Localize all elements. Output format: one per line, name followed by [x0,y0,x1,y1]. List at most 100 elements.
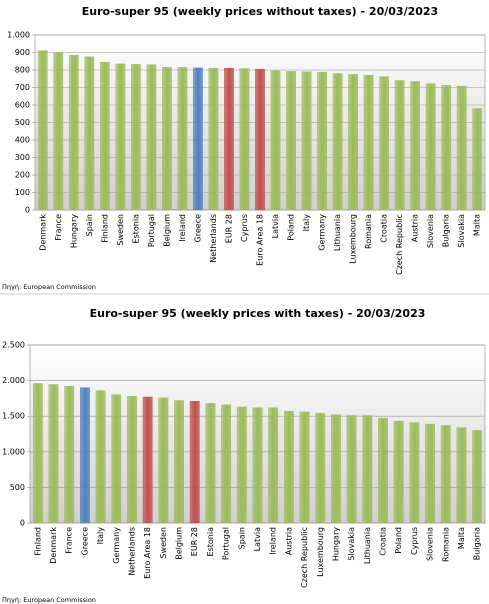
x-tick-label: Croatia [380,214,389,243]
x-tick-label: Denmark [38,214,47,251]
y-tick-label: 2.000 [2,376,25,385]
bar [299,411,310,524]
x-tick-label: Slovenia [426,214,435,248]
bar [84,56,95,211]
bar [236,406,247,524]
bar [146,64,157,211]
x-tick-label: Ireland [269,527,278,555]
x-tick-label: Germany [318,214,327,251]
x-tick-label: Portugal [222,527,231,560]
source-note: Πηγή: European Commission [2,596,96,604]
bar [142,396,153,524]
x-tick-label: France [65,527,74,554]
y-tick-label: 0 [25,206,30,215]
bar [68,54,79,211]
x-tick-label: Cyprus [240,214,249,242]
y-tick-label: 1.000 [7,31,30,40]
y-tick-label: 900 [15,48,30,57]
x-tick-label: Malta [457,527,466,549]
bar [394,80,405,211]
x-tick-label: Greece [80,527,89,556]
bar [379,76,389,211]
x-tick-label: Finland [100,214,109,243]
x-tick-label: Croatia [379,527,388,556]
bar [472,108,483,211]
x-tick-label: Finland [33,527,42,556]
x-tick-label: Latvia [271,214,280,238]
y-tick-label: 400 [15,136,30,145]
bar [174,400,184,524]
y-tick-label: 2.500 [2,341,25,350]
bar [409,422,420,524]
bar [189,401,200,524]
bar [64,386,75,524]
bar [378,418,388,524]
x-tick-label: Ireland [178,214,187,242]
bar [95,390,106,524]
x-tick-label: Hungary [69,214,78,248]
bar [221,404,232,524]
y-tick-label: 800 [15,66,30,75]
x-tick-label: Austria [284,527,293,555]
x-tick-label: Sweden [159,527,168,559]
chart-title: Euro-super 95 (weekly prices without tax… [82,5,438,18]
bar [301,71,312,211]
bar [32,383,43,524]
bar [99,61,110,211]
x-tick-label: Euro Area 18 [256,214,265,266]
x-tick-label: Netherlands [127,527,136,576]
x-tick-label: Slovenia [426,527,435,561]
y-tick-label: 300 [15,153,30,162]
x-tick-label: Austria [411,214,420,242]
bar [115,63,126,211]
bar [127,396,137,524]
bar [425,83,436,211]
x-tick-label: Italy [302,214,311,232]
x-tick-label: Hungary [331,527,340,561]
x-tick-label: Poland [394,527,403,554]
y-tick-label: 500 [15,118,30,127]
bar [48,384,59,524]
x-tick-label: Euro Area 18 [143,527,152,579]
y-tick-label: 1.000 [2,447,25,456]
x-tick-label: Sweden [116,214,125,246]
bar [363,75,374,211]
bar [362,415,373,524]
bar [393,420,404,524]
bar [332,73,343,211]
x-tick-label: Lithuania [363,527,372,564]
x-tick-label: Belgium [162,214,171,247]
x-tick-label: Portugal [147,214,156,247]
bar [315,413,326,524]
x-tick-label: Malta [473,214,482,236]
bar [410,81,421,211]
x-tick-label: Poland [287,214,296,241]
bar [270,70,281,211]
x-tick-label: Estonia [131,214,140,244]
bar [158,397,169,524]
y-tick-label: 1.500 [2,412,25,421]
x-tick-label: Estonia [206,527,215,557]
bar [205,403,216,524]
bar [317,71,327,211]
x-tick-label: Lithuania [333,214,342,251]
x-tick-label: Bulgaria [473,527,482,560]
x-tick-label: France [54,214,63,241]
bar [348,74,358,211]
x-tick-label: Cyprus [410,527,419,555]
bar [162,67,172,211]
bar [456,85,467,211]
x-tick-label: Bulgaria [442,214,451,247]
source-note: Πηγή: European Commission [2,283,96,291]
x-tick-label: Spain [237,527,246,549]
bar [131,64,141,211]
y-tick-label: 500 [10,483,25,492]
x-tick-label: Romania [441,527,450,562]
x-tick-label: Romania [364,214,373,249]
y-tick-label: 200 [15,171,30,180]
x-tick-label: Denmark [49,527,58,564]
bar [440,425,451,524]
y-tick-label: 600 [15,101,30,110]
y-tick-label: 700 [15,83,30,92]
